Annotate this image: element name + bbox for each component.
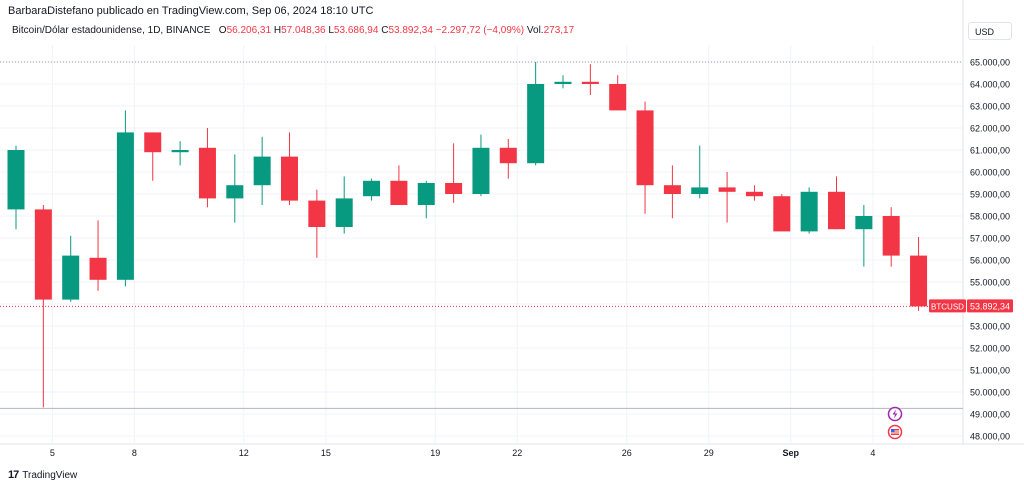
y-tick-label: 52.000,00 <box>970 344 1010 354</box>
y-tick-label: 60.000,00 <box>970 168 1010 178</box>
x-tick-label: 22 <box>512 448 522 458</box>
low-label: L <box>328 25 334 36</box>
symbol-marker <box>929 299 966 313</box>
y-tick-label: 51.000,00 <box>970 366 1010 376</box>
y-tick-label: 49.000,00 <box>970 410 1010 420</box>
candle-body <box>308 200 326 227</box>
candle-body <box>773 196 791 232</box>
candle-body <box>691 187 709 194</box>
candle-body <box>417 183 435 205</box>
candle-body <box>718 187 736 192</box>
close-value: 53.892,34 <box>388 25 433 36</box>
y-tick-label: 61.000,00 <box>970 146 1010 156</box>
candle-body <box>527 84 545 164</box>
candle-body <box>198 147 216 199</box>
y-tick-label: 63.000,00 <box>970 102 1010 112</box>
y-tick-label: 53.000,00 <box>970 322 1010 332</box>
published-note: BarbaraDistefano publicado en TradingVie… <box>8 5 374 17</box>
x-tick-label: 15 <box>321 448 331 458</box>
y-tick-label: 65.000,00 <box>970 58 1010 68</box>
high-value: 57.048,36 <box>281 25 326 36</box>
y-tick-label: 55.000,00 <box>970 278 1010 288</box>
open-label: O <box>218 25 227 36</box>
volume-value: 273,17 <box>543 25 575 36</box>
ohlc-legend: Bitcoin/Dólar estadounidense, 1D, BINANC… <box>12 25 574 36</box>
y-tick-label: 58.000,00 <box>970 212 1010 222</box>
close-label: C <box>381 25 389 36</box>
candle-body <box>609 84 627 111</box>
price-marker-label: 53.892,34 <box>970 301 1010 311</box>
price-marker <box>967 299 1013 313</box>
candle-body <box>226 185 244 199</box>
candle-body <box>390 180 408 205</box>
candle-body <box>116 132 134 280</box>
candle-body <box>855 216 873 230</box>
y-tick-label: 50.000,00 <box>970 388 1010 398</box>
flag-stripe <box>891 430 899 432</box>
high-label: H <box>273 25 282 36</box>
tradingview-logo[interactable]: 17 TradingView <box>8 469 77 481</box>
candle-body <box>281 156 298 201</box>
candle-body <box>89 257 107 280</box>
candle-body <box>472 147 490 194</box>
change-value: −2.297,72 (−4,09%) <box>435 25 525 36</box>
candle-body <box>363 180 381 197</box>
candle-body <box>253 156 271 186</box>
currency-button[interactable]: USD <box>968 22 1012 40</box>
candle-body <box>910 255 928 307</box>
flag-canton <box>891 429 895 432</box>
candle-body <box>636 110 654 186</box>
x-tick-label: 29 <box>704 448 714 458</box>
symbol-marker-label: BTCUSD <box>931 302 964 311</box>
candle-body <box>882 216 900 256</box>
y-tick-label: 62.000,00 <box>970 124 1010 134</box>
x-tick-label: 26 <box>622 448 632 458</box>
x-tick-label: 19 <box>430 448 440 458</box>
x-tick-label: 12 <box>239 448 249 458</box>
candle-body <box>554 81 572 84</box>
candle-body <box>445 183 463 194</box>
brand-label: TradingView <box>22 469 78 481</box>
candle-body <box>62 255 80 300</box>
candle-body <box>745 191 763 197</box>
tradingview-icon: 17 <box>8 469 19 481</box>
x-tick-label: 4 <box>870 448 875 458</box>
candle-body <box>828 191 845 230</box>
candle-body <box>335 198 353 227</box>
candle-body <box>581 81 599 84</box>
candle-body <box>499 147 517 164</box>
flag-glyph-icon <box>891 429 899 435</box>
candle-body <box>800 191 818 232</box>
y-tick-label: 64.000,00 <box>970 80 1010 90</box>
symbol-label: Bitcoin/Dólar estadounidense, 1D, BINANC… <box>12 25 211 36</box>
x-tick-label: Sep <box>783 448 800 458</box>
lightning-glyph-icon <box>892 409 898 419</box>
y-tick-label: 57.000,00 <box>970 234 1010 244</box>
open-value: 56.206,31 <box>226 25 272 36</box>
flag-stripe <box>891 432 899 434</box>
low-value: 53.686,94 <box>333 25 379 36</box>
candle-body <box>171 150 189 153</box>
y-tick-label: 56.000,00 <box>970 256 1010 266</box>
candle-body <box>34 209 52 300</box>
candle-body <box>663 185 681 194</box>
candle-body <box>144 132 162 153</box>
x-tick-label: 8 <box>132 448 137 458</box>
y-tick-label: 59.000,00 <box>970 190 1010 200</box>
candle-body <box>7 150 25 210</box>
y-tick-label: 48.000,00 <box>970 432 1010 442</box>
x-tick-label: 5 <box>50 448 55 458</box>
volume-label: Vol. <box>526 25 544 36</box>
